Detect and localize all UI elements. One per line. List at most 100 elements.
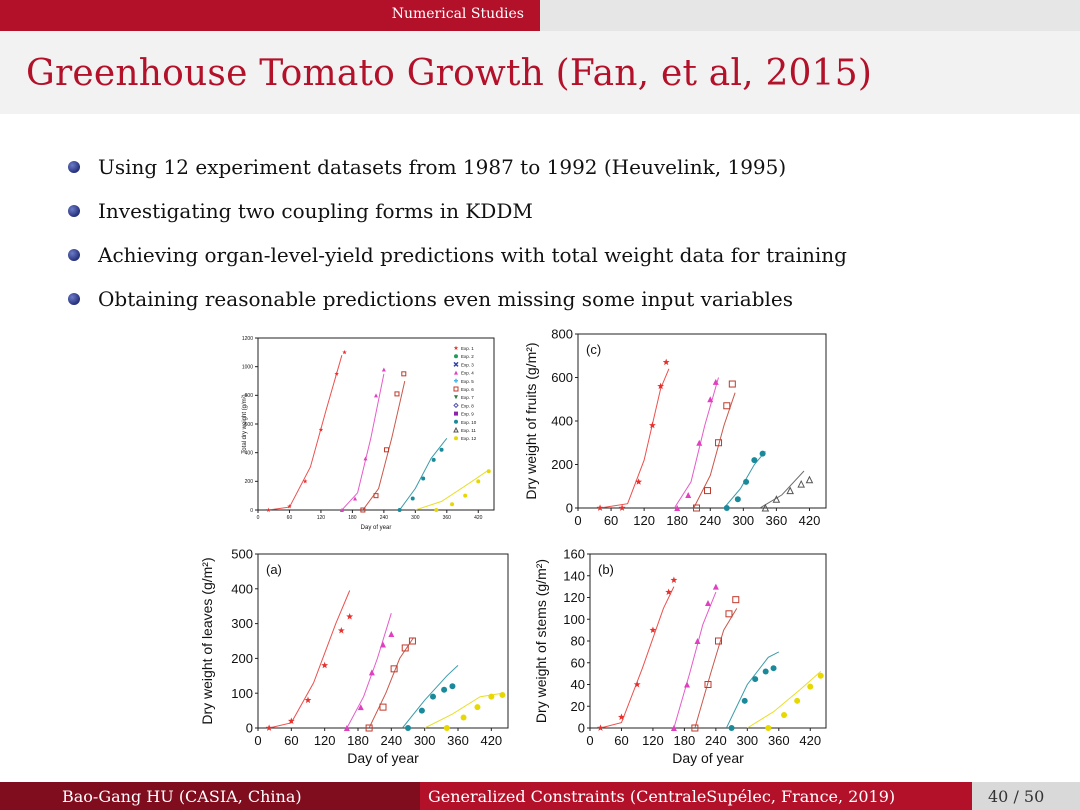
data-point: [397, 508, 402, 512]
fitted-curve: [759, 470, 805, 509]
plot-frame: [257, 337, 495, 511]
fitted-curve: [346, 613, 392, 729]
legend-marker: [454, 354, 458, 359]
fitted-curve: [268, 355, 343, 511]
data-point: [488, 693, 495, 700]
data-point: [633, 680, 641, 688]
legend-marker: [454, 411, 458, 416]
y-tick-label: 1000: [242, 364, 253, 370]
fitted-curve: [268, 590, 351, 729]
data-point: [401, 644, 409, 652]
x-tick-label: 60: [604, 513, 618, 528]
footer-talk: Generalized Constraints (CentraleSupélec…: [420, 782, 972, 810]
section-title: Numerical Studies: [391, 6, 524, 22]
section-tab[interactable]: Numerical Studies: [0, 0, 540, 31]
data-point: [691, 724, 699, 732]
data-point: [817, 672, 824, 679]
data-point: [704, 681, 712, 688]
x-tick-label: 420: [799, 733, 821, 748]
y-axis-label: Total dry weight (g/m²): [242, 394, 248, 453]
data-point: [401, 371, 407, 377]
data-point: [759, 450, 766, 457]
bullet-text: Using 12 experiment datasets from 1987 t…: [98, 155, 787, 179]
bullet-dot-icon: [68, 205, 80, 217]
data-point: [357, 704, 364, 711]
x-tick-label: 420: [474, 515, 483, 521]
data-point: [449, 683, 456, 690]
data-point: [692, 504, 700, 512]
legend-marker: [453, 426, 459, 433]
y-tick-label: 400: [231, 581, 253, 596]
data-point: [379, 703, 387, 711]
data-point: [657, 382, 665, 390]
data-point: [318, 427, 324, 432]
x-tick-label: 60: [287, 515, 293, 521]
fitted-curve: [399, 437, 448, 511]
data-point: [794, 697, 801, 704]
y-tick-label: 600: [245, 422, 254, 428]
legend-label: Exp. 4: [461, 371, 474, 376]
plot-frame: [577, 333, 827, 509]
y-tick-label: 600: [551, 370, 573, 385]
y-axis-label: Dry weight of stems (g/m²): [533, 559, 549, 723]
data-point: [728, 380, 736, 388]
y-tick-label: 0: [250, 508, 253, 514]
fitted-curve: [362, 380, 406, 511]
data-point: [705, 599, 711, 606]
data-point: [474, 704, 481, 711]
data-point: [390, 665, 398, 673]
y-tick-label: 400: [245, 450, 254, 456]
bullet-dot-icon: [68, 249, 80, 261]
y-tick-label: 0: [578, 721, 585, 736]
data-point: [363, 456, 368, 461]
legend-label: Exp. 2: [461, 354, 474, 359]
data-point: [725, 610, 733, 618]
x-tick-label: 240: [380, 733, 402, 748]
legend-label: Exp. 10: [461, 420, 477, 425]
x-tick-label: 0: [257, 515, 260, 521]
data-point: [696, 439, 703, 446]
data-point: [343, 725, 350, 731]
footer-author: Bao-Gang HU (CASIA, China): [0, 782, 420, 810]
legend-marker: [453, 345, 459, 350]
y-tick-label: 300: [231, 616, 253, 631]
bullet-item: Using 12 experiment datasets from 1987 t…: [68, 150, 847, 194]
data-point: [670, 725, 677, 731]
y-tick-label: 160: [563, 547, 585, 562]
data-point: [421, 476, 426, 481]
legend-label: Exp. 3: [461, 362, 474, 367]
x-tick-label: 180: [347, 733, 369, 748]
data-point: [394, 391, 400, 397]
legend-marker: [453, 402, 459, 409]
legend-label: Exp. 5: [461, 379, 474, 384]
data-point: [334, 371, 339, 376]
data-point: [694, 638, 701, 644]
y-tick-label: 20: [571, 699, 585, 714]
footer-talk-text: Generalized Constraints (CentraleSupélec…: [428, 787, 896, 806]
data-point: [408, 637, 416, 645]
data-point: [762, 668, 769, 675]
y-tick-label: 100: [231, 686, 253, 701]
data-point: [266, 507, 271, 512]
y-tick-label: 400: [551, 414, 573, 429]
x-tick-label: 180: [666, 513, 688, 528]
fitted-curve: [673, 591, 717, 729]
data-point: [597, 724, 604, 731]
data-point: [797, 479, 806, 488]
fitted-curve: [694, 608, 738, 729]
x-tick-label: 120: [314, 733, 336, 748]
data-point: [772, 495, 781, 503]
data-point: [685, 491, 692, 498]
data-point: [434, 508, 439, 512]
x-tick-label: 300: [414, 733, 436, 748]
x-tick-label: 0: [574, 513, 581, 528]
legend-label: Exp. 1: [461, 346, 474, 351]
bullet-item: Achieving organ-level-yield predictions …: [68, 238, 847, 282]
y-tick-label: 200: [551, 457, 573, 472]
data-point: [707, 396, 714, 403]
data-point: [715, 439, 723, 447]
x-tick-label: 0: [254, 733, 261, 748]
data-point: [723, 505, 730, 511]
x-tick-label: 240: [380, 515, 389, 521]
data-point: [476, 479, 481, 484]
